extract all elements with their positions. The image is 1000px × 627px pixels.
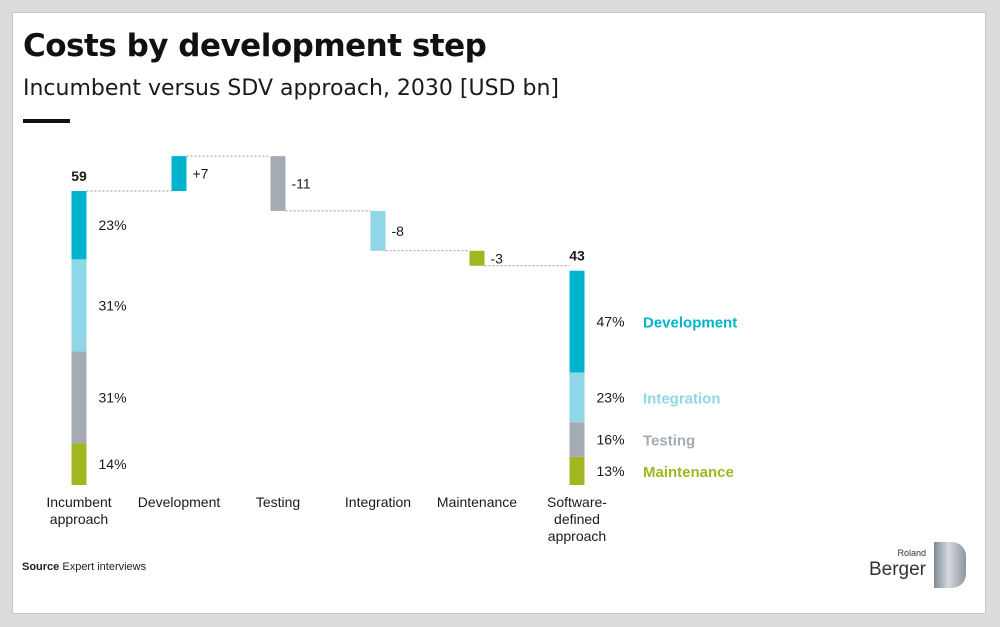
bar-segment-testing [71,351,87,444]
chart-card [12,12,986,614]
legend-development: Development [643,315,737,332]
title-rule [23,119,70,123]
segment-share-label: 47% [597,314,625,330]
logo-big-text: Berger [868,559,926,580]
legend-maintenance: Maintenance [643,464,734,481]
category-label: approach [548,528,606,544]
source-text: Expert interviews [62,561,147,573]
segment-share-label: 13% [597,463,625,479]
category-label: defined [554,511,600,527]
logo-b-mark-icon [934,542,966,588]
roland-berger-logo: Roland Berger [854,540,966,600]
total-value-label: 43 [569,248,585,264]
bar-segment-integration [569,372,585,423]
category-label: Integration [345,494,411,510]
category-label: Maintenance [437,494,517,510]
category-label: Incumbent [46,494,111,510]
source-note: Source Expert interviews [22,561,146,573]
logo-small-text: Roland [897,548,926,558]
category-label: Software- [547,494,607,510]
segment-share-label: 14% [99,456,127,472]
segment-share-label: 16% [597,432,625,448]
bar-segment-integration [71,259,87,352]
bar-segment-maintenance [569,456,585,485]
step-bar-integration [370,210,386,251]
category-label: approach [50,511,108,527]
chart-subtitle: Incumbent versus SDV approach, 2030 [USD… [23,76,559,101]
step-bar-development [171,156,187,191]
segment-share-label: 31% [99,389,127,405]
step-change-label: -8 [392,223,405,239]
chart-title: Costs by development step [23,28,487,64]
bar-segment-testing [569,422,585,457]
legend-testing: Testing [643,433,695,450]
legend-integration: Integration [643,390,721,407]
step-change-label: -3 [491,250,504,266]
segment-share-label: 31% [99,297,127,313]
step-bar-testing [270,156,286,211]
step-change-label: -11 [292,176,311,192]
bar-segment-development [71,191,87,260]
category-label: Testing [256,494,300,510]
step-bar-maintenance [469,250,485,266]
step-change-label: +7 [193,166,209,182]
segment-share-label: 23% [99,217,127,233]
category-label: Development [138,494,221,510]
bar-segment-development [569,270,585,373]
total-value-label: 59 [71,168,87,184]
segment-share-label: 23% [597,389,625,405]
bar-segment-maintenance [71,443,87,485]
source-label: Source [22,561,60,573]
